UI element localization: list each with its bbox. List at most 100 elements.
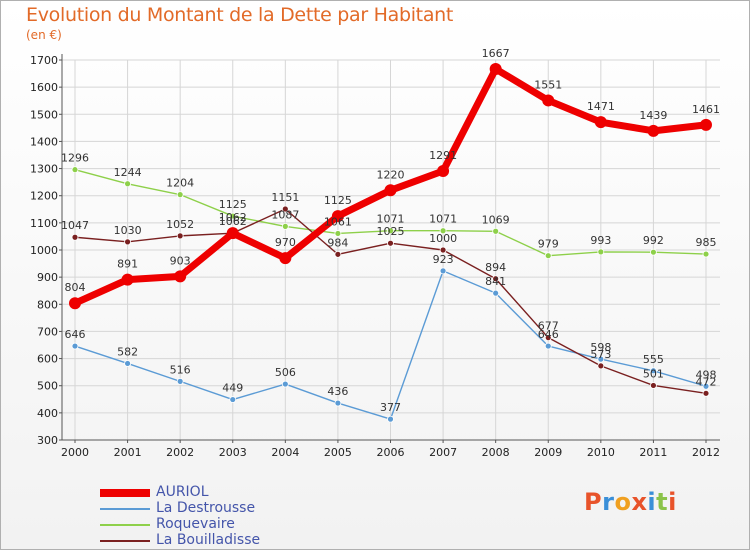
data-point [229, 212, 237, 220]
data-point [439, 246, 447, 254]
legend-swatch [100, 524, 150, 526]
data-point [281, 380, 289, 388]
data-point [542, 94, 555, 107]
data-point [492, 275, 500, 283]
data-point [176, 191, 184, 199]
x-axis-ticks: 2000 2001 2002 2003 2004 2005 2006 2007 2008 2009… [61, 446, 720, 459]
data-label: 1087 [271, 208, 299, 221]
x-tick-label: 2001 [114, 446, 142, 459]
x-tick-label: 2010 [587, 446, 615, 459]
legend-swatch [100, 508, 150, 510]
data-point [650, 367, 657, 375]
series-group [69, 62, 712, 423]
y-tick-label: 900 [37, 271, 58, 284]
data-label: 923 [433, 253, 454, 266]
y-tick-label: 600 [37, 353, 58, 366]
data-label: 1061 [324, 215, 352, 228]
y-tick-label: 1500 [30, 108, 58, 121]
data-label: 436 [327, 385, 348, 398]
data-point [597, 362, 605, 370]
data-label: 472 [696, 375, 717, 388]
data-label: 555 [643, 353, 664, 366]
data-label: 993 [590, 234, 611, 247]
y-tick-label: 1300 [30, 163, 58, 176]
data-label: 1047 [61, 219, 89, 232]
data-label: 894 [485, 261, 506, 274]
data-label: 1071 [377, 213, 405, 226]
data-point [702, 250, 710, 258]
y-tick-label: 500 [37, 380, 58, 393]
legend-label: AURIOL [156, 484, 209, 500]
data-label: 1151 [271, 191, 299, 204]
data-label: 598 [590, 341, 611, 354]
data-label: 1220 [377, 168, 405, 181]
data-point [331, 210, 344, 223]
x-tick-label: 2000 [61, 446, 89, 459]
x-tick-label: 2004 [271, 446, 299, 459]
y-tick-label: 1100 [30, 217, 58, 230]
data-point [437, 165, 450, 178]
data-label: 498 [696, 368, 717, 381]
data-point [387, 239, 394, 247]
logo-letter: i [668, 488, 677, 516]
y-tick-label: 1200 [30, 190, 58, 203]
data-point [176, 232, 184, 240]
data-label: 841 [485, 275, 506, 288]
data-point [124, 238, 131, 246]
legend-swatch [100, 540, 150, 542]
data-label: 1439 [639, 109, 667, 122]
data-point [492, 227, 500, 235]
data-label: 903 [170, 254, 191, 267]
data-point [121, 273, 134, 286]
chart-unit: (en €) [26, 28, 62, 42]
y-tick-label: 400 [37, 407, 58, 420]
data-point [439, 227, 447, 235]
data-label: 1291 [429, 149, 457, 162]
legend-label: La Destrousse [156, 500, 256, 516]
data-label: 501 [643, 367, 664, 380]
x-tick-label: 2003 [219, 446, 247, 459]
data-point [544, 334, 552, 342]
data-label: 970 [275, 236, 296, 249]
data-label: 573 [590, 348, 611, 361]
data-label: 1244 [114, 166, 142, 179]
data-label: 1000 [429, 232, 457, 245]
data-label: 1125 [324, 194, 352, 207]
data-point [387, 415, 394, 423]
data-label: 1062 [219, 211, 247, 224]
data-label: 984 [327, 236, 348, 249]
data-point [71, 233, 79, 241]
x-tick-label: 2012 [692, 446, 720, 459]
chart-title: Evolution du Montant de la Dette par Hab… [26, 4, 454, 26]
data-label: 979 [538, 238, 559, 251]
x-tick-label: 2006 [377, 446, 405, 459]
data-label: 582 [117, 345, 138, 358]
data-label: 677 [538, 320, 559, 333]
data-label: 1030 [114, 224, 142, 237]
data-point [702, 389, 710, 397]
y-tick-label: 300 [37, 434, 58, 447]
legend-label: Roquevaire [156, 516, 235, 532]
proxiti-logo: Proxiti [584, 488, 677, 516]
data-point [489, 62, 502, 75]
grid [62, 59, 720, 441]
x-tick-label: 2008 [482, 446, 510, 459]
logo-letter: r [602, 488, 615, 516]
data-point [650, 382, 657, 389]
data-label: 1125 [219, 198, 247, 211]
data-point [334, 250, 342, 258]
data-point [69, 297, 81, 310]
data-point [384, 184, 397, 197]
data-point [174, 270, 187, 283]
data-label: 1071 [429, 213, 457, 226]
data-label: 1025 [377, 225, 405, 238]
data-point [439, 267, 447, 275]
x-tick-label: 2009 [534, 446, 562, 459]
x-tick-label: 2011 [639, 446, 667, 459]
data-label: 1062 [219, 215, 247, 228]
x-tick-label: 2005 [324, 446, 352, 459]
data-label: 1667 [482, 47, 510, 60]
axes [59, 54, 720, 443]
data-point [650, 248, 657, 256]
data-point [544, 342, 552, 350]
